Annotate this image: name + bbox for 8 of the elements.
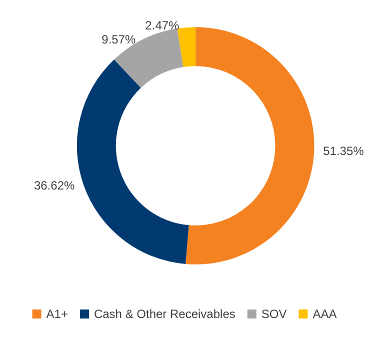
legend-label: A1+ <box>46 307 68 321</box>
legend-label: Cash & Other Receivables <box>94 307 236 321</box>
legend-label: AAA <box>312 307 337 321</box>
data-label: 36.62% <box>34 178 75 193</box>
data-label: 2.47% <box>145 18 180 32</box>
data-label: 51.35% <box>323 144 364 158</box>
data-label: 9.57% <box>102 32 136 46</box>
legend-label: SOV <box>261 307 287 321</box>
